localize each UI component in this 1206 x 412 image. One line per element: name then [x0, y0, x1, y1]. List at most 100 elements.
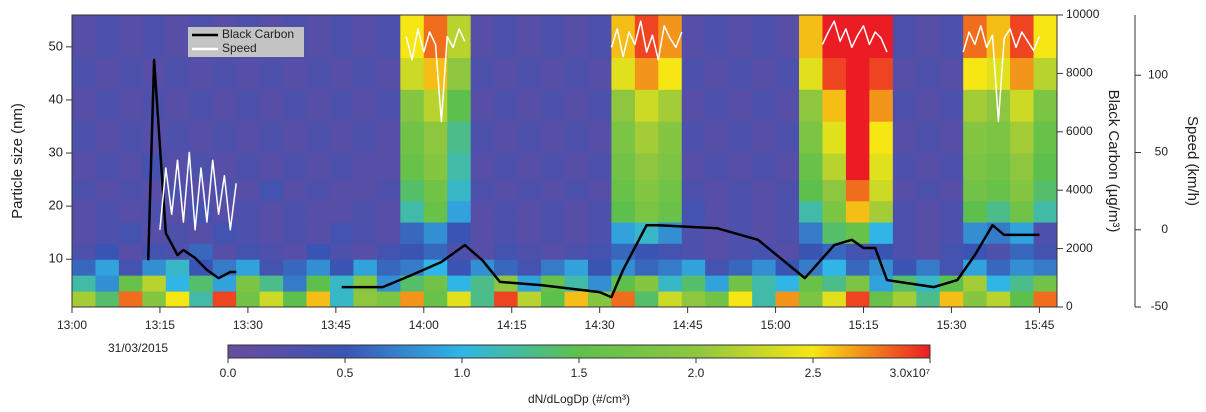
heat-cell — [165, 275, 190, 292]
heat-cell — [283, 275, 308, 292]
heat-cell — [400, 153, 425, 181]
heat-cell — [845, 153, 870, 181]
heat-cell — [681, 179, 706, 202]
heat-cell — [916, 89, 941, 122]
heat-cell — [423, 57, 448, 90]
heat-cell — [283, 259, 308, 276]
heat-cell — [705, 15, 730, 58]
heat-cell — [400, 121, 425, 154]
heat-cell — [963, 179, 988, 202]
heat-cell — [916, 121, 941, 154]
heat-cell — [939, 153, 964, 181]
heat-cell — [775, 153, 800, 181]
heat-cell — [400, 179, 425, 202]
heat-cell — [236, 243, 261, 260]
x-tick-label: 15:45 — [1024, 318, 1054, 332]
heat-cell — [283, 153, 308, 181]
heat-cell — [658, 200, 683, 223]
heat-cell — [1010, 222, 1035, 244]
heat-cell — [916, 200, 941, 223]
heat-cell — [869, 275, 894, 292]
heat-cell — [118, 259, 143, 276]
heat-cell — [822, 153, 847, 181]
heat-cell — [306, 121, 331, 154]
heat-cell — [541, 275, 565, 292]
heat-cell — [587, 15, 612, 58]
heat-cell — [611, 121, 636, 154]
x-tick-label: 13:00 — [57, 318, 87, 332]
heat-cell — [353, 121, 378, 154]
heat-cell — [986, 243, 1011, 260]
heat-cell — [587, 57, 612, 90]
heat-cell — [236, 259, 261, 276]
heat-cell — [236, 121, 261, 154]
heat-cell — [587, 89, 612, 122]
heat-cell — [916, 15, 941, 58]
heat-cell — [822, 15, 847, 58]
heat-cell — [634, 275, 659, 292]
heat-cell — [728, 291, 753, 307]
lines — [146, 20, 1041, 299]
heat-cell — [165, 121, 190, 154]
heat-cell — [189, 243, 214, 260]
heat-cell — [705, 275, 730, 292]
heat-cell — [752, 15, 777, 58]
heat-cell — [775, 179, 800, 202]
heat-cell — [705, 291, 730, 307]
heat-cell — [470, 243, 495, 260]
heat-cell — [1010, 121, 1035, 154]
heat-cell — [634, 153, 659, 181]
heat-cell — [470, 89, 495, 122]
y2-tick-label: 6000 — [1066, 124, 1093, 138]
heat-cell — [72, 15, 96, 58]
heat-cell — [353, 179, 378, 202]
heat-cell — [611, 179, 636, 202]
heat-cell — [1010, 259, 1035, 276]
heat-cell — [939, 291, 964, 307]
heat-cell — [283, 243, 308, 260]
heat-cell — [799, 243, 823, 260]
heat-cell — [400, 222, 425, 244]
date-label: 31/03/2015 — [108, 341, 168, 355]
heat-cell — [681, 222, 706, 244]
heat-cell — [400, 291, 425, 307]
heat-cell — [775, 200, 800, 223]
heat-cell — [705, 243, 730, 260]
heat-cell — [447, 179, 472, 202]
heat-cell — [1033, 89, 1057, 122]
heat-cell — [541, 291, 565, 307]
heat-cell — [822, 200, 847, 223]
heat-cell — [118, 89, 143, 122]
heat-cell — [634, 57, 659, 90]
heat-cell — [470, 200, 495, 223]
heat-cell — [869, 179, 894, 202]
heat-cell — [165, 222, 190, 244]
heat-cell — [681, 259, 706, 276]
heat-cell — [376, 89, 401, 122]
heat-cell — [236, 57, 261, 90]
y2-tick-label: 2000 — [1066, 241, 1093, 255]
heat-cell — [189, 57, 214, 90]
heat-cell — [681, 89, 706, 122]
heat-cell — [939, 121, 964, 154]
heat-cell — [165, 243, 190, 260]
heat-cell — [118, 275, 143, 292]
heat-cell — [986, 15, 1011, 58]
heat-cell — [705, 259, 730, 276]
heat-cell — [611, 15, 636, 58]
heat-cell — [1033, 222, 1057, 244]
heat-cell — [705, 89, 730, 122]
heat-cell — [376, 15, 401, 58]
heat-cell — [212, 89, 237, 122]
heat-cell — [845, 121, 870, 154]
heat-cell — [494, 89, 519, 122]
heat-cell — [447, 57, 472, 90]
y-tick-label: 30 — [49, 144, 63, 159]
heat-cell — [681, 243, 706, 260]
heat-cell — [799, 179, 823, 202]
heat-cell — [95, 89, 120, 122]
y-tick-label: 10 — [49, 251, 63, 266]
heat-cell — [306, 89, 331, 122]
heat-cell — [1010, 15, 1035, 58]
heat-cell — [95, 153, 120, 181]
